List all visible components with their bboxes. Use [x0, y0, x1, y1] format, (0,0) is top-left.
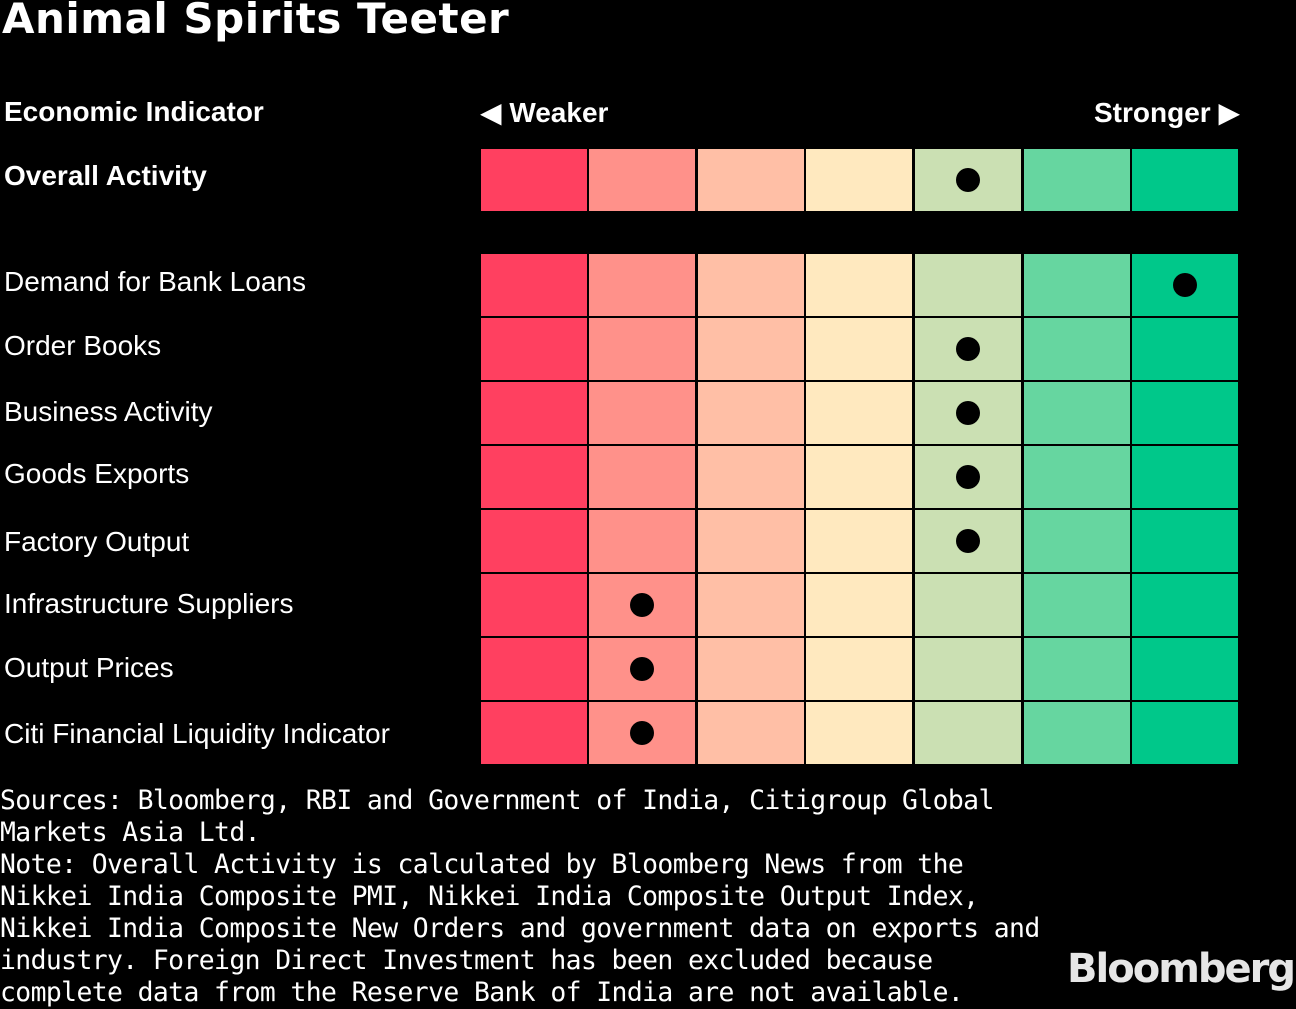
heatmap-cell — [1132, 510, 1238, 572]
heatmap-cell — [915, 318, 1021, 380]
heatmap-cell — [1132, 254, 1238, 316]
heatmap-cell — [698, 318, 804, 380]
heatmap-cell — [589, 574, 695, 636]
heatmap-cell — [481, 149, 587, 211]
heatmap-cell — [806, 510, 912, 572]
level-marker-dot — [630, 593, 654, 617]
level-marker-dot — [956, 337, 980, 361]
row-label: Goods Exports — [4, 458, 190, 489]
heatmap-cell — [1024, 702, 1130, 764]
heatmap-cell — [481, 318, 587, 380]
heatmap-cell — [698, 574, 804, 636]
heatmap-cell — [481, 574, 587, 636]
chart-title: Animal Spirits Teeter — [2, 0, 510, 43]
row-label: Overall Activity — [4, 160, 207, 191]
heatmap-cell — [1132, 574, 1238, 636]
heatmap-cell — [915, 446, 1021, 508]
stronger-label: Stronger ▶ — [1094, 97, 1240, 128]
row-label: Order Books — [4, 330, 162, 361]
heatmap-cell — [806, 446, 912, 508]
row-label: Citi Financial Liquidity Indicator — [4, 718, 390, 749]
heatmap-cell — [806, 318, 912, 380]
bloomberg-logo: Bloomberg — [1067, 946, 1296, 992]
heatmap-cell — [589, 446, 695, 508]
heatmap-cell — [1024, 510, 1130, 572]
row-label: Infrastructure Suppliers — [4, 588, 294, 619]
heatmap-cell — [1024, 382, 1130, 444]
heatmap-cell — [589, 254, 695, 316]
weaker-label: ◀ Weaker — [480, 97, 609, 128]
row-label: Factory Output — [4, 526, 190, 557]
heatmap-cell — [915, 574, 1021, 636]
heatmap-cell — [1024, 318, 1130, 380]
heatmap-cell — [1132, 382, 1238, 444]
heatmap-cell — [481, 446, 587, 508]
heatmap-cell — [1024, 638, 1130, 700]
row-label: Output Prices — [4, 652, 174, 683]
heatmap-cell — [589, 149, 695, 211]
heatmap-cell — [698, 254, 804, 316]
heatmap-cell — [698, 638, 804, 700]
heatmap-cell — [1132, 446, 1238, 508]
heatmap-cell — [589, 510, 695, 572]
heatmap-cell — [589, 318, 695, 380]
level-marker-dot — [630, 721, 654, 745]
heatmap-cell — [915, 702, 1021, 764]
heatmap-cell — [806, 254, 912, 316]
heatmap-cell — [1132, 638, 1238, 700]
heatmap-cell — [481, 510, 587, 572]
heatmap-cell — [806, 702, 912, 764]
row-label: Business Activity — [4, 396, 213, 427]
level-marker-dot — [956, 401, 980, 425]
heatmap-cell — [481, 254, 587, 316]
level-marker-dot — [956, 168, 980, 192]
level-marker-dot — [956, 529, 980, 553]
heatmap-cell — [1132, 318, 1238, 380]
heatmap-cell — [1024, 574, 1130, 636]
sources-text: Sources: Bloomberg, RBI and Government o… — [0, 785, 994, 848]
level-marker-dot — [1173, 273, 1197, 297]
heatmap-cell — [915, 638, 1021, 700]
row-label: Demand for Bank Loans — [4, 266, 306, 297]
heatmap-cell — [915, 510, 1021, 572]
heatmap-cell — [698, 446, 804, 508]
heatmap-cell — [806, 149, 912, 211]
heatmap-cell — [698, 702, 804, 764]
heatmap-cell — [806, 382, 912, 444]
heatmap-cell — [589, 702, 695, 764]
heatmap-cell — [915, 382, 1021, 444]
heatmap-cell — [915, 254, 1021, 316]
level-marker-dot — [630, 657, 654, 681]
heatmap-cell — [589, 382, 695, 444]
heatmap-cell — [1024, 254, 1130, 316]
indicator-column-header: Economic Indicator — [4, 96, 264, 127]
footer-notes: Sources: Bloomberg, RBI and Government o… — [0, 785, 1060, 1009]
heatmap-cell — [589, 638, 695, 700]
heatmap-cell — [481, 702, 587, 764]
heatmap-cell — [1132, 149, 1238, 211]
note-text: Note: Overall Activity is calculated by … — [0, 849, 1040, 1008]
heatmap-cell — [698, 382, 804, 444]
heatmap-cell — [1024, 149, 1130, 211]
heatmap-cell — [1132, 702, 1238, 764]
heatmap-cell — [698, 149, 804, 211]
heatmap-cell — [806, 638, 912, 700]
heatmap-cell — [915, 149, 1021, 211]
heatmap-cell — [698, 510, 804, 572]
heatmap-cell — [481, 382, 587, 444]
level-marker-dot — [956, 465, 980, 489]
heatmap-cell — [1024, 446, 1130, 508]
heatmap-cell — [481, 638, 587, 700]
heatmap-cell — [806, 574, 912, 636]
